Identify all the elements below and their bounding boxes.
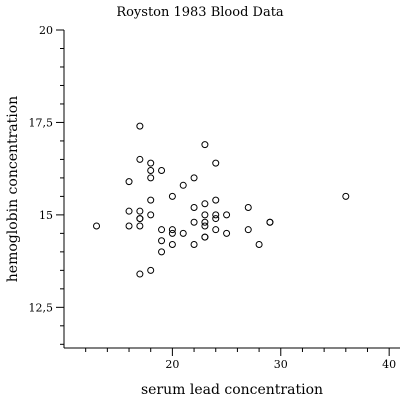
data-point [147, 266, 155, 274]
data-point [147, 167, 155, 175]
data-point [147, 174, 155, 182]
data-point [190, 218, 198, 226]
data-point [136, 270, 144, 278]
data-point [342, 192, 350, 200]
data-point [190, 203, 198, 211]
data-point [201, 222, 209, 230]
y-tick-label: 15 [39, 209, 53, 222]
y-ticks: 12,5 15 17,5 20 [29, 24, 64, 345]
data-point [136, 155, 144, 163]
data-point [168, 229, 176, 237]
x-tick-label: 20 [165, 358, 179, 371]
chart-title: Royston 1983 Blood Data [116, 5, 284, 20]
data-point [136, 122, 144, 130]
data-point [93, 222, 101, 230]
data-point [136, 207, 144, 215]
data-point [168, 240, 176, 248]
data-point [223, 211, 231, 219]
data-point [136, 215, 144, 223]
data-points [93, 122, 350, 278]
data-point [179, 181, 187, 189]
y-tick-label: 20 [39, 24, 53, 37]
data-point [266, 218, 274, 226]
data-point [201, 141, 209, 149]
data-point [168, 192, 176, 200]
data-point [158, 248, 166, 256]
y-tick-label: 17,5 [29, 116, 54, 129]
data-point [190, 174, 198, 182]
data-point [158, 167, 166, 175]
data-point [179, 229, 187, 237]
data-point [136, 222, 144, 230]
data-point [212, 159, 220, 167]
y-tick-label: 12,5 [29, 301, 54, 314]
data-point [190, 240, 198, 248]
x-ticks: 20 30 40 [85, 348, 396, 371]
data-point [244, 203, 252, 211]
data-point [168, 226, 176, 234]
x-tick-label: 40 [382, 358, 396, 371]
data-point [223, 229, 231, 237]
data-point [147, 196, 155, 204]
data-point [212, 211, 220, 219]
y-axis-title: hemoglobin concentration [5, 96, 21, 282]
data-point [212, 215, 220, 223]
data-point [158, 226, 166, 234]
data-point [158, 237, 166, 245]
data-point [255, 240, 263, 248]
data-point [201, 200, 209, 208]
data-point [244, 226, 252, 234]
data-point [125, 222, 133, 230]
data-point [212, 196, 220, 204]
data-point [201, 218, 209, 226]
data-point [201, 211, 209, 219]
data-point [125, 178, 133, 186]
data-point [147, 211, 155, 219]
data-point [147, 159, 155, 167]
x-axis-title: serum lead concentration [141, 382, 323, 398]
data-point [201, 233, 209, 241]
data-point [125, 207, 133, 215]
x-tick-label: 30 [274, 358, 288, 371]
data-point [212, 226, 220, 234]
